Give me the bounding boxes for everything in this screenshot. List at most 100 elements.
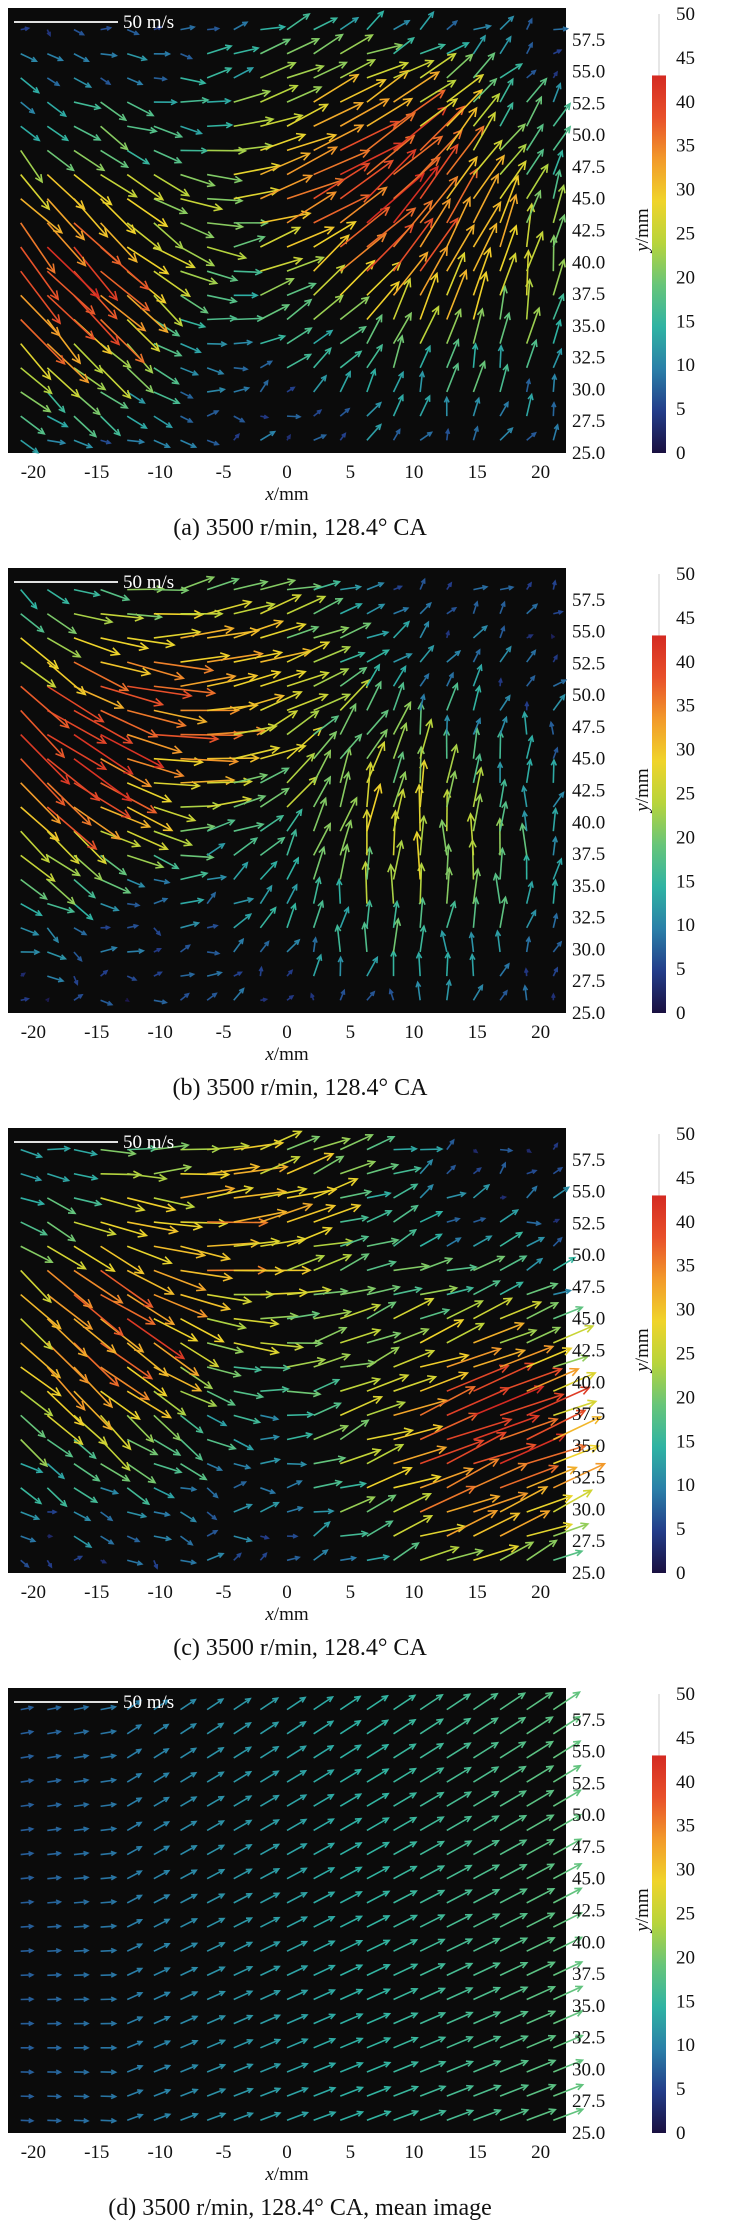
vector-arrow <box>126 1487 150 1505</box>
vector-arrowhead <box>237 1322 248 1331</box>
vector-arrowhead <box>83 1875 90 1881</box>
vector-arrow <box>366 1286 400 1296</box>
vector-arrowhead <box>538 1236 546 1243</box>
vector-arrow <box>100 1730 116 1735</box>
vector-arrow <box>153 806 195 822</box>
vector-arrowhead <box>396 839 405 850</box>
vector-arrow <box>20 782 61 824</box>
vector-arrowhead <box>320 374 328 382</box>
vector-arrowhead <box>274 2087 282 2094</box>
vector-arrowhead <box>553 746 559 753</box>
vector-arrowhead <box>81 815 92 826</box>
vector-arrow <box>153 1918 170 1928</box>
vector-arrow <box>126 661 184 680</box>
vector-arrow <box>525 42 533 55</box>
vector-arrowhead <box>335 877 343 886</box>
vector-arrowhead <box>55 1972 63 1978</box>
vector-arrowhead <box>180 1142 190 1150</box>
vector-arrowhead <box>75 1400 86 1411</box>
vector-arrow <box>499 1888 527 1904</box>
vector-arrowhead <box>425 601 432 609</box>
vector-arrowhead <box>426 431 434 437</box>
vector-arrow <box>499 1301 541 1320</box>
vector-arrow <box>180 2040 198 2049</box>
vector-arrow <box>100 1779 116 1783</box>
vector-arrow <box>286 38 319 55</box>
vector-arrowhead <box>113 428 122 437</box>
vector-arrow <box>127 637 175 646</box>
vector-arrow <box>552 1372 596 1392</box>
vector-arrowhead <box>209 1358 220 1368</box>
vector-arrow <box>553 1306 583 1320</box>
vector-arrowhead <box>51 1319 62 1330</box>
colorbar-tick-label: 40 <box>676 1212 695 1233</box>
vector-arrowhead <box>591 1416 603 1425</box>
vector-arrowhead <box>383 2012 392 2019</box>
vector-arrowhead <box>527 734 535 743</box>
vector-arrow <box>100 661 150 675</box>
vector-arrowhead <box>414 172 426 183</box>
vector-arrowhead <box>361 1253 370 1261</box>
y-tick-label: 35.0 <box>572 876 605 897</box>
vector-arrow <box>153 733 218 740</box>
colorbar-tick-label: 35 <box>676 1256 695 1277</box>
vector-arrowhead <box>249 1163 261 1173</box>
vector-arrow <box>180 1918 197 1928</box>
vector-arrowhead <box>326 1695 335 1703</box>
x-tick-label: -20 <box>21 2142 46 2163</box>
vector-arrowhead <box>475 648 481 655</box>
vector-arrow <box>472 1693 498 1711</box>
vector-arrowhead <box>388 988 394 995</box>
vector-arrow <box>286 226 334 248</box>
vector-arrowhead <box>164 1286 175 1295</box>
vector-arrow <box>233 620 283 639</box>
vector-arrowhead <box>83 2117 90 2124</box>
vector-arrowhead <box>383 1988 392 1995</box>
vector-arrow <box>206 1893 225 1904</box>
vector-arrow <box>392 312 412 345</box>
vector-arrow <box>552 1463 605 1489</box>
vector-arrowhead <box>183 838 194 847</box>
vector-arrowhead <box>371 1328 382 1337</box>
vector-arrowhead <box>490 1717 499 1725</box>
vector-arrowhead <box>263 379 269 386</box>
colorbar-tick-label: 40 <box>676 1772 695 1793</box>
vector-arrowhead <box>195 128 204 135</box>
vector-arrowhead <box>213 440 220 446</box>
vector-arrowhead <box>465 53 474 62</box>
vector-arrowhead <box>458 268 468 280</box>
vector-arrow <box>472 665 482 687</box>
vector-arrowhead <box>289 84 299 93</box>
vector-arrowhead <box>411 2061 419 2068</box>
vector-arrowhead <box>57 55 65 62</box>
vector-arrow <box>259 1892 280 1904</box>
vector-arrowhead <box>392 1284 402 1293</box>
vector-arrow <box>392 772 406 808</box>
vector-arrowhead <box>181 288 192 298</box>
vector-arrow <box>180 77 206 84</box>
x-tick-label: -5 <box>216 1582 232 1603</box>
vector-arrowhead <box>489 1458 500 1468</box>
vector-arrowhead <box>46 873 56 882</box>
vector-arrowhead <box>332 580 342 587</box>
vector-arrowhead <box>415 951 423 959</box>
vector-arrow <box>339 1695 361 1711</box>
colorbar-tick-label: 10 <box>676 915 695 936</box>
x-axis-label: x/mm <box>264 1044 308 1065</box>
vector-arrow <box>445 868 451 904</box>
vector-arrow <box>286 1770 306 1783</box>
vector-arrowhead <box>136 1919 144 1925</box>
vector-arrowhead <box>315 1254 326 1263</box>
vector-arrow <box>392 372 404 393</box>
vector-arrow <box>100 415 121 436</box>
vector-arrowhead <box>403 19 411 26</box>
vector-arrow <box>525 190 541 224</box>
vector-arrow <box>100 612 143 620</box>
vector-arrow <box>446 1431 506 1465</box>
vector-arrowhead <box>88 1451 97 1460</box>
vector-arrowhead <box>85 82 93 88</box>
vector-arrow <box>366 582 384 591</box>
vector-arrow <box>73 1245 115 1272</box>
vector-arrowhead <box>245 1536 253 1543</box>
y-tick-label: 50.0 <box>572 1805 605 1826</box>
